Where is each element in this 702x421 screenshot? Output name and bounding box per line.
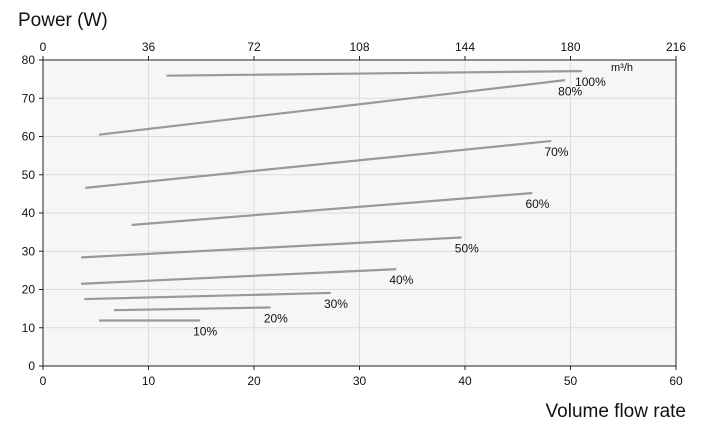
series-line bbox=[80, 236, 462, 259]
x-tick-label: 30 bbox=[353, 374, 367, 388]
series-label: 70% bbox=[544, 145, 568, 159]
x2-tick-label: 108 bbox=[349, 40, 369, 54]
x-axis-title: Volume flow rate bbox=[546, 401, 686, 421]
grid bbox=[43, 60, 676, 366]
series-label: 100% bbox=[575, 75, 606, 89]
x2-tick-label: 216 bbox=[666, 40, 686, 54]
series-line bbox=[98, 79, 566, 136]
series-label: 60% bbox=[525, 197, 549, 211]
y-tick-label: 10 bbox=[22, 321, 36, 335]
series-line bbox=[84, 291, 332, 301]
series-label: 40% bbox=[389, 273, 413, 287]
series-line bbox=[85, 139, 552, 189]
y-axis-title: Power (W) bbox=[18, 10, 108, 31]
y-tick-label: 30 bbox=[22, 244, 36, 258]
x-tick-label: 50 bbox=[564, 374, 578, 388]
series-line bbox=[113, 306, 271, 312]
x2-tick-label: 0 bbox=[40, 40, 47, 54]
x2-tick-label: 36 bbox=[142, 40, 156, 54]
y-tick-label: 60 bbox=[22, 130, 36, 144]
series-label: 80% bbox=[558, 84, 582, 98]
x-tick-label: 60 bbox=[669, 374, 683, 388]
x-tick-label: 0 bbox=[40, 374, 47, 388]
y-tick-label: 50 bbox=[22, 168, 36, 182]
series-line bbox=[166, 69, 583, 77]
y-tick-label: 20 bbox=[22, 283, 36, 297]
series-label: 50% bbox=[455, 241, 479, 255]
series-line bbox=[80, 268, 397, 285]
series-label: 30% bbox=[324, 297, 348, 311]
y-tick-label: 80 bbox=[22, 53, 36, 67]
ticks: 0 10 20 30 40 50 60 0 10 20 30 40 50 60 70 80 0 36 72 108 14… bbox=[22, 40, 687, 388]
x2-tick-label: 144 bbox=[455, 40, 475, 54]
series-line bbox=[131, 192, 533, 226]
x-tick-label: 20 bbox=[247, 374, 261, 388]
x2-tick-label: 180 bbox=[560, 40, 580, 54]
x2-tick-label: 72 bbox=[247, 40, 261, 54]
x-tick-label: 40 bbox=[458, 374, 472, 388]
y-tick-label: 70 bbox=[22, 91, 36, 105]
series-label: 10% bbox=[193, 324, 217, 338]
y-tick-label: 40 bbox=[22, 206, 36, 220]
x-unit-label: m³/h bbox=[611, 62, 633, 74]
series-labels: 10% 20% 30% 40% 50% 60% 70% 80%100% bbox=[193, 75, 606, 338]
series-label: 20% bbox=[264, 311, 288, 325]
x-tick-label: 10 bbox=[142, 374, 156, 388]
series-lines bbox=[80, 69, 583, 322]
y-tick-label: 0 bbox=[28, 359, 35, 373]
